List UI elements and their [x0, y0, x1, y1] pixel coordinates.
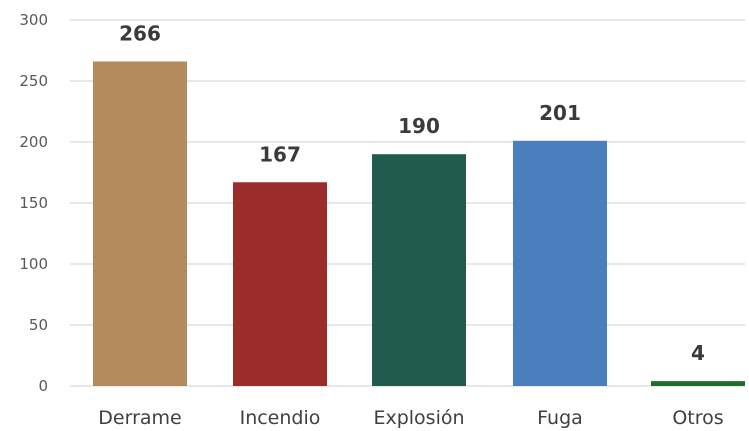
data-label-incendio: 167 [259, 142, 301, 166]
data-labels: 266 167 190 201 4 [119, 21, 705, 365]
y-tick-label: 250 [19, 72, 48, 90]
bar-otros [651, 381, 745, 386]
category-label-incendio: Incendio [240, 407, 321, 429]
y-tick-label: 150 [19, 194, 48, 212]
bar-explosión [372, 154, 466, 386]
category-label-otros: Otros [672, 407, 723, 429]
data-label-explosión: 190 [398, 114, 440, 138]
bar-incendio [233, 182, 327, 386]
y-tick-label: 100 [19, 255, 48, 273]
bar-fuga [513, 140, 607, 386]
y-axis-tick-labels: 0 50 100 150 200 250 300 [19, 11, 48, 395]
y-tick-label: 300 [19, 11, 48, 29]
data-label-derrame: 266 [119, 21, 161, 45]
data-label-otros: 4 [691, 341, 705, 365]
x-axis-category-labels: Derrame Incendio Explosión Fuga Otros [98, 407, 723, 429]
category-label-explosión: Explosión [373, 407, 464, 429]
bars [93, 61, 745, 386]
category-label-fuga: Fuga [537, 407, 583, 429]
y-tick-label: 50 [29, 316, 48, 334]
category-label-derrame: Derrame [98, 407, 181, 429]
y-tick-label: 200 [19, 133, 48, 151]
bar-derrame [93, 61, 187, 386]
y-tick-label: 0 [38, 377, 48, 395]
data-label-fuga: 201 [539, 101, 581, 125]
